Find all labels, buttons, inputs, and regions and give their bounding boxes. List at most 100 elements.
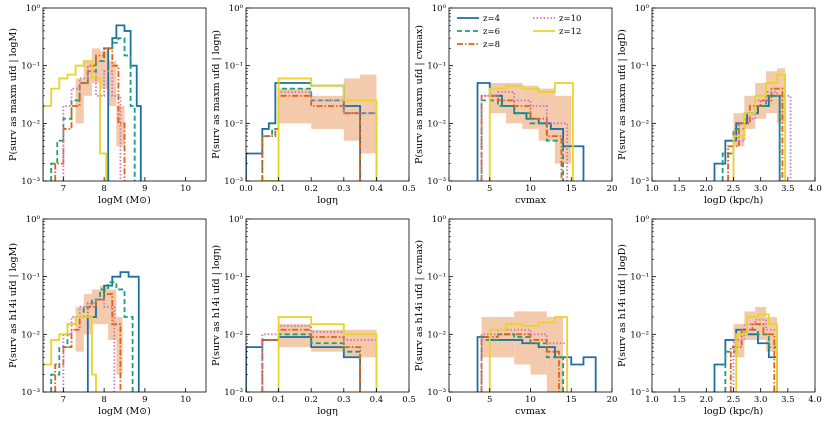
y-tick-label: 10⁰	[229, 4, 244, 14]
legend-label: z=10	[559, 14, 581, 24]
x-tick-label: 2.0	[700, 395, 714, 405]
x-tick-label: 8	[101, 395, 106, 405]
x-tick-label: 1.0	[645, 184, 659, 194]
y-tick-label: 10⁻³	[21, 388, 40, 398]
x-tick-label: 0.3	[337, 395, 351, 405]
series-z10-step	[732, 91, 792, 181]
axes-frame	[245, 218, 410, 393]
y-tick-label: 10⁻²	[21, 330, 40, 340]
series-z12-step	[488, 316, 569, 392]
series-z10-step	[732, 318, 778, 392]
panel-h14i-3: 10⁻³ 10⁻² 10⁻¹ 10⁰ 1.0 1.5 2.0 2.5 3.0 3.5 4.0 logD…	[617, 215, 822, 417]
x-tick-label: 1.5	[672, 184, 686, 194]
x-tick-label: 2.0	[700, 184, 714, 194]
y-tick-label: 10⁰	[26, 4, 41, 14]
x-tick-label: 7	[61, 184, 66, 194]
y-axis-label: P(surv as h14i ufd | logη)	[211, 245, 222, 366]
y-axis-label: P(surv as maxm ufd | cvmax)	[414, 25, 425, 164]
y-tick-label: 10⁻²	[427, 119, 446, 129]
x-tick-label: 10	[180, 395, 191, 405]
y-axis-label: P(surv as h14i ufd | logM)	[8, 243, 19, 368]
uncertainty-band-bin	[514, 311, 531, 365]
y-tick-label: 10⁻³	[630, 177, 649, 187]
uncertainty-band-bin	[522, 85, 539, 129]
y-tick-label: 10⁻¹	[21, 62, 40, 72]
uncertainty-band-bin	[100, 50, 109, 89]
y-tick-label: 10⁻³	[630, 388, 649, 398]
y-tick-label: 10⁰	[432, 4, 447, 14]
uncertainty-band-bin	[83, 294, 92, 335]
x-tick-label: 7	[61, 395, 66, 405]
uncertainty-band-bin	[116, 316, 123, 375]
y-tick-label: 10⁻²	[427, 330, 446, 340]
y-tick-label: 10⁻²	[630, 330, 649, 340]
x-axis-label: logη	[317, 195, 338, 206]
axes-frame	[42, 218, 207, 393]
x-tick-label: 0.1	[272, 184, 286, 194]
series-z8-step	[261, 94, 361, 181]
x-tick-label: 0.1	[272, 395, 286, 405]
series-z4-step	[246, 336, 361, 392]
y-tick-label: 10⁰	[432, 215, 447, 225]
series-z12-step	[43, 60, 108, 181]
panel-h14i-1: 10⁻³ 10⁻² 10⁻¹ 10⁰ 0.0 0.1 0.2 0.3 0.4 0.5 logη P(s…	[211, 215, 416, 417]
y-tick-label: 10⁻³	[21, 177, 40, 187]
x-axis-label: logM (M⊙)	[98, 406, 151, 417]
panel-maxm-3: 10⁻³ 10⁻² 10⁻¹ 10⁰ 1.0 1.5 2.0 2.5 3.0 3.5 4.0 logD…	[617, 4, 822, 206]
x-tick-label: 4.0	[808, 395, 822, 405]
x-tick-label: 2.5	[727, 395, 741, 405]
legend-label: z=6	[483, 27, 500, 37]
x-tick-label: 0.4	[370, 184, 384, 194]
x-tick-label: 0	[446, 184, 451, 194]
series-z12-step	[43, 316, 97, 392]
uncertainty-band-bin	[343, 78, 361, 141]
x-tick-label: 0.0	[239, 395, 253, 405]
x-tick-label: 0.0	[239, 184, 253, 194]
x-tick-label: 20	[607, 184, 618, 194]
x-tick-label: 3.0	[754, 184, 768, 194]
x-tick-label: 2.5	[727, 184, 741, 194]
y-tick-label: 10⁻¹	[630, 62, 649, 72]
uncertainty-band-bin	[733, 324, 745, 358]
y-tick-label: 10⁰	[26, 215, 41, 225]
y-tick-label: 10⁰	[635, 215, 650, 225]
series-z10-step	[480, 91, 569, 181]
series-z8-step	[54, 293, 122, 392]
x-tick-label: 9	[142, 184, 147, 194]
legend-label: z=12	[559, 27, 581, 37]
axes-frame	[42, 7, 207, 182]
x-tick-label: 8	[101, 184, 106, 194]
x-tick-label: 10	[525, 395, 536, 405]
uncertainty-band-bin	[497, 316, 515, 358]
y-tick-label: 10⁰	[229, 215, 244, 225]
panel-h14i-0: 10⁻³ 10⁻² 10⁻¹ 10⁰ 7 8 9 10 logM (M⊙) P(surv as h…	[8, 215, 207, 417]
uncertainty-band-bin	[311, 95, 344, 129]
y-tick-label: 10⁻²	[21, 119, 40, 129]
y-axis-label: P(surv as maxm ufd | logη)	[211, 30, 222, 159]
series-z6-step	[480, 333, 564, 392]
x-tick-label: 0.5	[402, 395, 416, 405]
series-z8-step	[261, 328, 361, 392]
x-tick-label: 0.2	[304, 184, 318, 194]
series-z6-step	[50, 281, 134, 392]
series-z4-step	[713, 94, 781, 181]
series-z12-step	[735, 313, 778, 392]
y-tick-label: 10⁻³	[224, 177, 243, 187]
uncertainty-band-bin	[278, 88, 312, 124]
x-tick-label: 20	[607, 395, 618, 405]
series-z12-step	[488, 82, 574, 181]
uncertainty-band-bin	[278, 324, 312, 348]
x-tick-label: 0.3	[337, 184, 351, 194]
y-tick-label: 10⁻³	[427, 388, 446, 398]
series-z6-step	[480, 99, 564, 181]
x-tick-label: 3.0	[754, 395, 768, 405]
y-tick-label: 10⁻¹	[427, 273, 446, 283]
x-tick-label: 0.4	[370, 395, 384, 405]
y-tick-label: 10⁻²	[224, 119, 243, 129]
y-tick-label: 10⁻²	[630, 119, 649, 129]
series-z8-step	[727, 87, 784, 181]
y-tick-label: 10⁻³	[427, 177, 446, 187]
y-axis-label: P(surv as maxm ufd | logD)	[617, 29, 628, 160]
series-z4-step	[86, 271, 140, 392]
